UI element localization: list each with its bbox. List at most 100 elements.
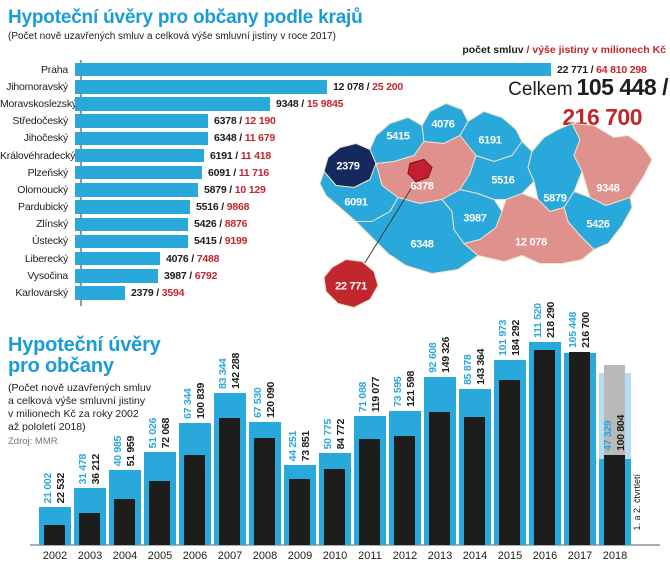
- amount-bar: [324, 469, 345, 545]
- region-label: Pardubický: [18, 201, 68, 214]
- region-row: Jihomoravský 12 078 / 25 200: [0, 78, 670, 95]
- regions-chart-axis: [80, 60, 82, 306]
- year-label: 2002: [42, 550, 68, 562]
- region-label: Královéhradecký: [0, 149, 76, 162]
- value-labels: 83 344 142 288: [213, 353, 247, 389]
- region-row: Jihočeský 6348 / 11 679: [0, 130, 670, 147]
- year-label: 2010: [322, 550, 348, 562]
- slash-separator: /: [363, 80, 373, 93]
- region-bar: [75, 165, 202, 180]
- region-bar: [75, 269, 158, 283]
- value-labels: 92 608 149 326: [423, 337, 457, 373]
- region-row: Královéhradecký 6191 / 11 418: [0, 147, 670, 164]
- year-label: 2018: [602, 550, 628, 562]
- slash-separator: /: [236, 115, 245, 128]
- region-count: 4076: [166, 252, 189, 265]
- region-row: Ústecký 5415 / 9199: [0, 233, 670, 250]
- region-values: 6348 / 11 679: [214, 132, 275, 144]
- year-label: 2015: [497, 550, 523, 562]
- amount-value: 72 068: [160, 417, 172, 448]
- amount-value: 142 288: [230, 353, 242, 389]
- total-count: 105 448 /: [576, 74, 669, 100]
- region-row: Plzeňský 6091 / 11 716: [0, 164, 670, 181]
- yearly-chart-subtitle: (Počet nově uzavřených smluv a celková v…: [8, 382, 151, 433]
- contracts-value: 51 026: [147, 417, 159, 448]
- amount-bar: [184, 455, 205, 545]
- slash-separator: /: [298, 97, 307, 110]
- slash-separator: /: [236, 132, 245, 145]
- region-count: 2379: [131, 287, 154, 300]
- region-count: 6191: [210, 149, 233, 162]
- map-value-stredocesky: 6378: [410, 181, 433, 193]
- region-values: 4076 / 7488: [166, 253, 219, 265]
- region-values: 5879 / 10 129: [204, 184, 266, 196]
- year-label: 2011: [358, 550, 382, 562]
- value-labels: 31 478 36 212: [73, 454, 107, 484]
- region-label: Karlovarský: [15, 287, 68, 300]
- amount-value: 36 212: [90, 453, 102, 484]
- region-label: Vysočina: [27, 269, 68, 282]
- contracts-value: 40 985: [112, 435, 124, 466]
- map-value-liberecky: 4076: [431, 119, 454, 131]
- amount-bar: [534, 350, 555, 545]
- year-label: 2004: [112, 550, 138, 562]
- region-bar: [75, 114, 208, 128]
- contracts-value: 83 344: [217, 358, 229, 389]
- value-labels: 85 878 143 364: [458, 349, 492, 385]
- region-values: 9348 / 15 9845: [276, 98, 343, 110]
- amount-value: 149 326: [440, 337, 452, 373]
- amount-bar: [604, 455, 625, 545]
- source-note: Zdroj: MMR: [8, 436, 58, 447]
- value-labels: 51 026 72 068: [143, 418, 177, 448]
- value-labels: 67 530 120 090: [248, 382, 282, 418]
- region-amount: 15 9845: [306, 97, 344, 110]
- amount-value: 51 959: [125, 435, 137, 466]
- praha-callout-line: [361, 177, 419, 268]
- region-values: 6191 / 11 418: [210, 150, 271, 162]
- region-bar: [75, 183, 198, 197]
- amount-value: 218 290: [545, 302, 557, 338]
- value-labels: 47 329 100 804: [598, 415, 632, 451]
- region-label: Moravskoslezský: [0, 97, 77, 110]
- page-title: Hypoteční úvěry pro občany podle krajů: [8, 7, 363, 28]
- slash-separator: /: [587, 63, 597, 76]
- region-amount: 11 418: [240, 149, 272, 162]
- value-labels: 71 088 119 077: [353, 377, 387, 412]
- region-amount: 6792: [194, 269, 218, 282]
- region-values: 6091 / 11 716: [208, 167, 269, 179]
- year-label: 2013: [427, 550, 453, 562]
- contracts-value: 31 478: [77, 453, 89, 484]
- amount-bar: [359, 439, 380, 545]
- year-columns: 21 002 22 532 2002 31 478 36 212 2003 40 985 51…: [0, 302, 670, 562]
- region-values: 3987 / 6792: [164, 270, 217, 282]
- region-row: Karlovarský 2379 / 3594: [0, 284, 670, 301]
- contracts-value: 101 973: [497, 320, 509, 356]
- contracts-value: 50 775: [322, 418, 334, 449]
- map-value-jihomoravsky: 12 078: [515, 237, 547, 249]
- amount-value: 100 804: [615, 415, 627, 451]
- value-labels: 73 595 121 598: [388, 371, 422, 407]
- slash-separator: /: [216, 235, 225, 248]
- year-label: 2012: [392, 550, 418, 562]
- region-values: 5415 / 9199: [194, 235, 247, 247]
- slash-separator: /: [218, 201, 227, 214]
- region-values: 5516 / 9868: [196, 201, 249, 213]
- region-amount: 7488: [196, 252, 220, 265]
- region-row: Pardubický 5516 / 9868: [0, 199, 670, 216]
- region-count: 6378: [214, 115, 237, 128]
- amount-value: 100 839: [195, 383, 207, 419]
- year-label: 2003: [77, 550, 103, 562]
- region-row: Praha 22 771 / 64 810 298: [0, 61, 670, 78]
- partial-period-note: 1. a 2. čtvrtletí: [632, 474, 642, 531]
- amount-bar: [44, 525, 65, 545]
- page-subtitle: (Počet nově uzavřených smluv a celková v…: [8, 31, 336, 42]
- region-row: Olomoucký 5879 / 10 129: [0, 181, 670, 198]
- amount-value: 121 598: [405, 371, 417, 407]
- region-bar: [75, 286, 125, 300]
- region-values: 5426 / 8876: [194, 218, 247, 230]
- amount-value: 73 851: [300, 430, 312, 461]
- slash-separator: /: [216, 218, 225, 231]
- amount-bar: [114, 499, 135, 545]
- region-amount: 11 716: [238, 166, 270, 179]
